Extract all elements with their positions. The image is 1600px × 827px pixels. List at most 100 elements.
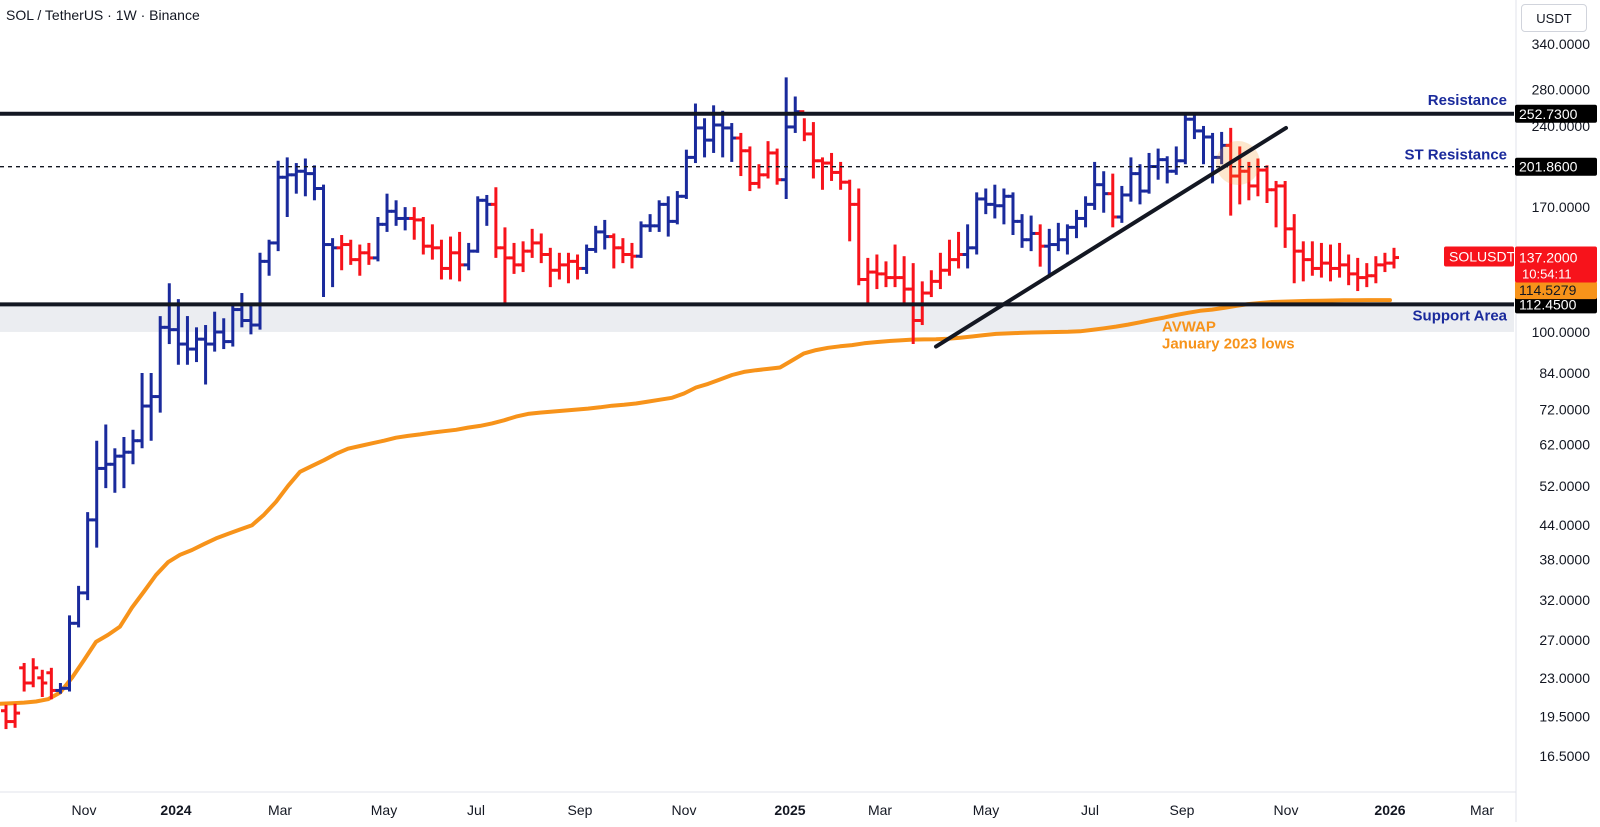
- price-tick-label: 340.0000: [1532, 36, 1591, 52]
- price-tick-label: 62.0000: [1539, 436, 1590, 452]
- support-zone: [0, 304, 1514, 332]
- price-badge-bg: [1515, 295, 1597, 314]
- ohlc-bar: [1035, 224, 1046, 267]
- ohlc-bar: [327, 238, 338, 288]
- ohlc-bar: [1180, 112, 1191, 165]
- time-tick-label: 2024: [160, 802, 191, 818]
- ohlc-bar: [1062, 224, 1073, 255]
- ohlc-bar: [1361, 263, 1372, 288]
- price-tick-label: 38.0000: [1539, 552, 1590, 568]
- time-tick-label: Sep: [568, 802, 593, 818]
- price-tick-label: 16.5000: [1539, 748, 1590, 764]
- chart-header: SOL / TetherUS · 1W · Binance: [6, 7, 200, 23]
- time-tick-label: Mar: [268, 802, 292, 818]
- ohlc-bar: [1107, 173, 1118, 228]
- level-label-support-area: Support Area: [1413, 307, 1508, 324]
- ohlc-bar: [799, 110, 810, 142]
- time-tick-label: 2025: [774, 802, 805, 818]
- ohlc-bar: [1389, 247, 1399, 269]
- ohlc-bar: [191, 327, 202, 363]
- ohlc-bar: [962, 224, 973, 269]
- ohlc-bar: [1325, 244, 1336, 282]
- ohlc-bar: [1261, 165, 1272, 203]
- price-tick-label: 44.0000: [1539, 517, 1590, 533]
- currency-button[interactable]: USDT: [1521, 4, 1587, 32]
- price-tick-label: 170.0000: [1532, 199, 1591, 215]
- time-axis-labels: Nov 2024 Mar May Jul Sep Nov 2025 Mar May Jul Sep No…: [72, 802, 1495, 818]
- ohlc-bar: [871, 254, 882, 290]
- time-tick-label: Mar: [1470, 802, 1494, 818]
- ohlc-bar: [672, 191, 683, 225]
- ohlc-bar: [363, 242, 374, 265]
- avwap-badge-bg: [1515, 281, 1597, 300]
- price-tick-label: 100.0000: [1532, 324, 1591, 340]
- ohlc-bar: [309, 165, 320, 201]
- ohlc-bar: [899, 256, 910, 304]
- ohlc-bar: [28, 658, 39, 688]
- ohlc-bar: [726, 123, 737, 162]
- symbol-tag: SOLUSDT: [1444, 246, 1516, 267]
- ohlc-bar: [663, 196, 674, 237]
- price-badge-bg: [1515, 157, 1597, 176]
- ohlc-bar: [1026, 215, 1037, 252]
- time-tick-label: 2026: [1374, 802, 1405, 818]
- ohlc-bar: [971, 192, 982, 255]
- trendline: [934, 125, 1288, 349]
- time-tick-label: Sep: [1170, 802, 1195, 818]
- ohlc-bar: [699, 118, 710, 158]
- ohlc-bar: [1289, 214, 1300, 284]
- ohlc-bar: [935, 252, 946, 290]
- ohlc-bar: [880, 261, 891, 288]
- ohlc-bar: [617, 238, 628, 264]
- ohlc-bar: [853, 188, 864, 286]
- avwap-price-badge: 114.5279: [1515, 281, 1597, 300]
- ohlc-bar: [1298, 241, 1309, 282]
- ohlc-bar: [1, 704, 11, 730]
- ohlc-bar: [64, 615, 75, 692]
- time-tick-label: Jul: [467, 802, 485, 818]
- ohlc-bar: [590, 225, 601, 253]
- price-tick-label: 72.0000: [1539, 401, 1590, 417]
- ohlc-bar: [1280, 180, 1291, 248]
- price-tick-label: 52.0000: [1539, 478, 1590, 494]
- ohlc-bar: [427, 224, 438, 260]
- price-badge-bg: [1515, 104, 1597, 123]
- ohlc-bar: [382, 193, 393, 232]
- ohlc-bar: [1343, 254, 1354, 286]
- ohlc-bar: [1370, 256, 1381, 284]
- ohlc-bar: [844, 179, 855, 242]
- last-price-value: 137.2000: [1519, 250, 1578, 266]
- ohlc-bar: [572, 254, 583, 280]
- ohlc-bar: [545, 247, 556, 288]
- ohlc-bar: [291, 163, 302, 194]
- time-tick-label: Jul: [1081, 802, 1099, 818]
- ohlc-bar: [10, 703, 21, 728]
- ohlc-bar: [744, 146, 755, 192]
- ohlc-bar: [37, 669, 48, 698]
- ohlc-bar: [73, 585, 84, 628]
- ohlc-bar: [1316, 242, 1327, 278]
- ohlc-bar: [626, 242, 637, 269]
- avwap-badge-text: 114.5279: [1519, 282, 1577, 298]
- ohlc-bar: [862, 257, 873, 306]
- ohlc-bar: [418, 217, 429, 255]
- ohlc-bar: [100, 424, 111, 489]
- ohlc-bar: [1044, 228, 1055, 278]
- price-badge-text: 201.8600: [1519, 159, 1578, 175]
- ohlc-bar: [527, 228, 538, 258]
- ohlc-bar: [391, 200, 402, 226]
- ohlc-bar: [599, 219, 610, 250]
- ohlc-bar: [490, 187, 501, 258]
- ohlc-bar: [336, 235, 347, 271]
- symbol-title[interactable]: SOL / TetherUS · 1W · Binance: [6, 7, 200, 23]
- ohlc-bar: [273, 160, 284, 252]
- ohlc-bar: [654, 200, 665, 232]
- ohlc-bar: [944, 239, 955, 276]
- ohlc-bar: [82, 512, 93, 601]
- ohlc-bar: [953, 231, 964, 269]
- ohlc-bar: [354, 244, 365, 276]
- time-tick-label: May: [973, 802, 999, 818]
- ohlc-bar: [1017, 214, 1028, 248]
